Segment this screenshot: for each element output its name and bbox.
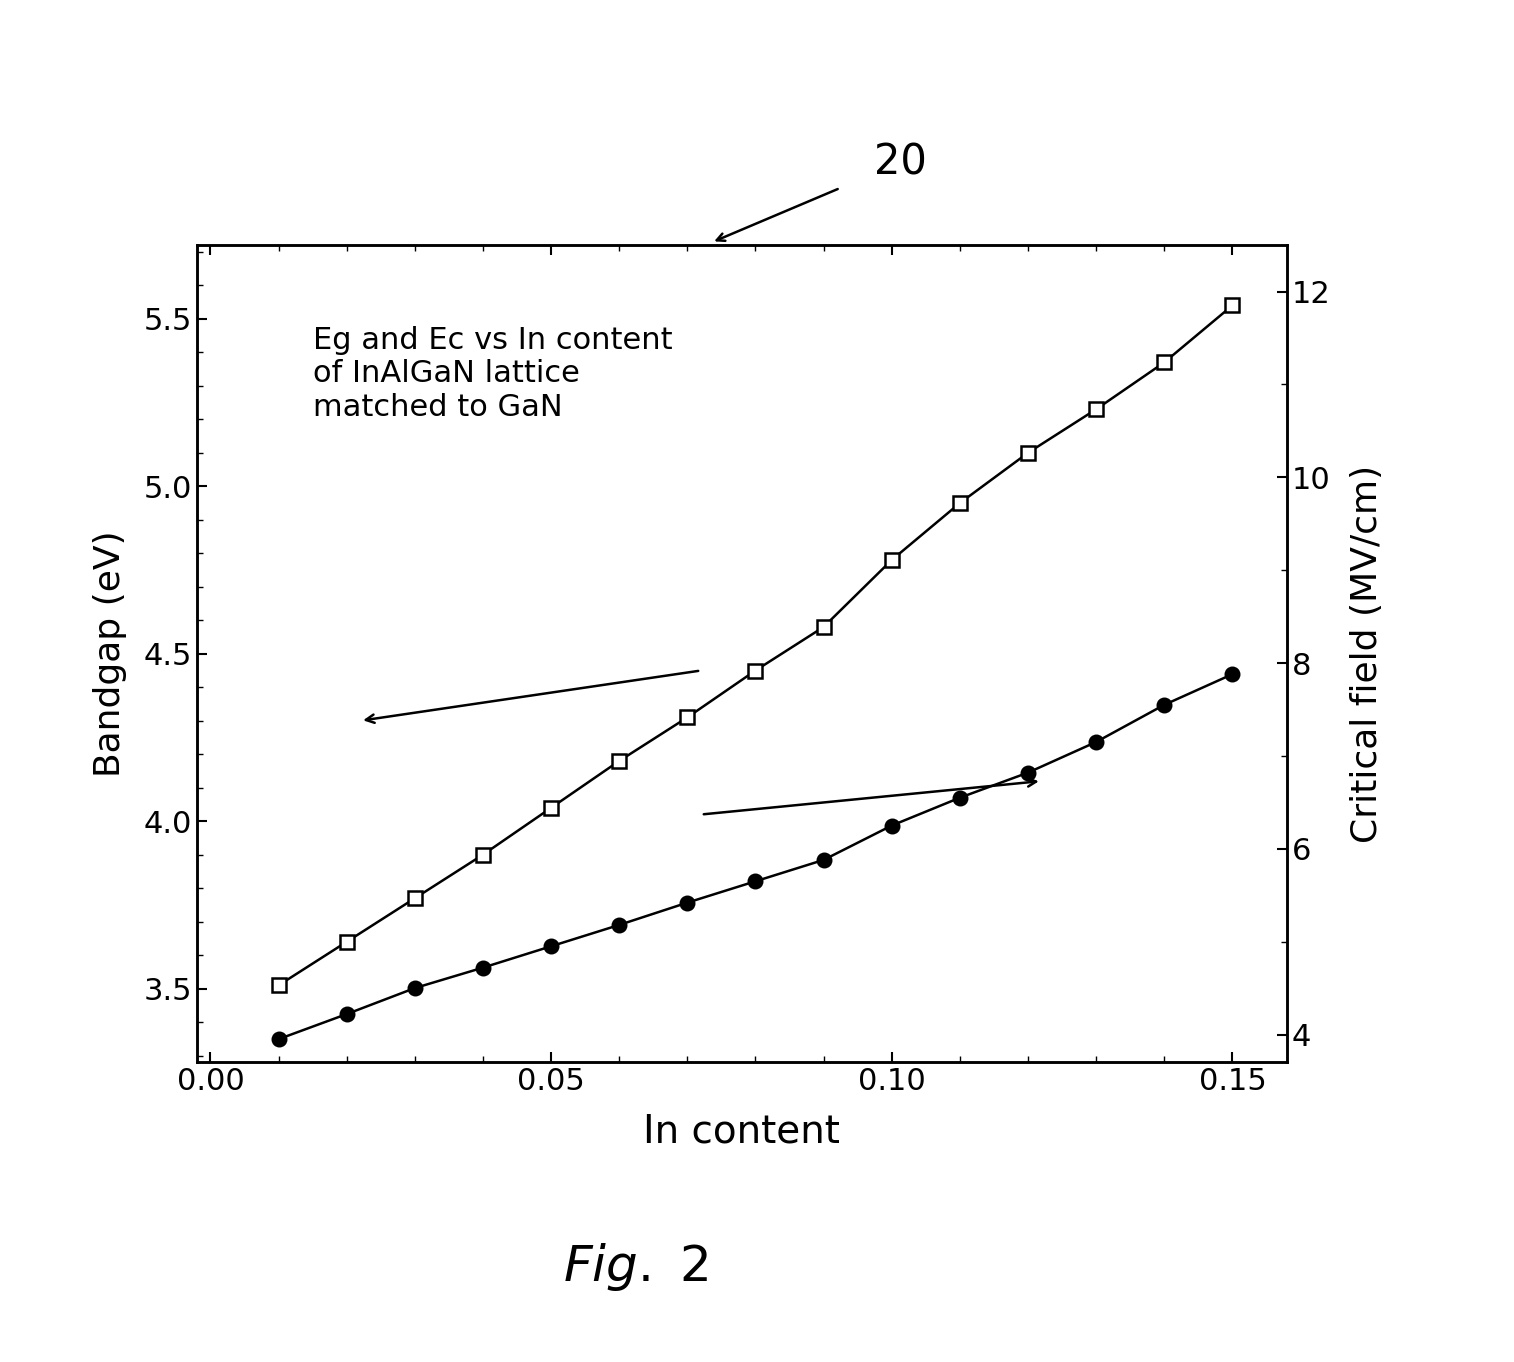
Y-axis label: Bandgap (eV): Bandgap (eV) xyxy=(92,530,127,778)
Y-axis label: Critical field (MV/cm): Critical field (MV/cm) xyxy=(1350,464,1384,843)
Text: $\mathit{Fig.}\ \mathit{2}$: $\mathit{Fig.}\ \mathit{2}$ xyxy=(563,1241,709,1293)
Text: Eg and Ec vs In content
of InAlGaN lattice
matched to GaN: Eg and Ec vs In content of InAlGaN latti… xyxy=(312,326,672,422)
Text: 20: 20 xyxy=(875,142,927,184)
X-axis label: In content: In content xyxy=(643,1113,840,1151)
